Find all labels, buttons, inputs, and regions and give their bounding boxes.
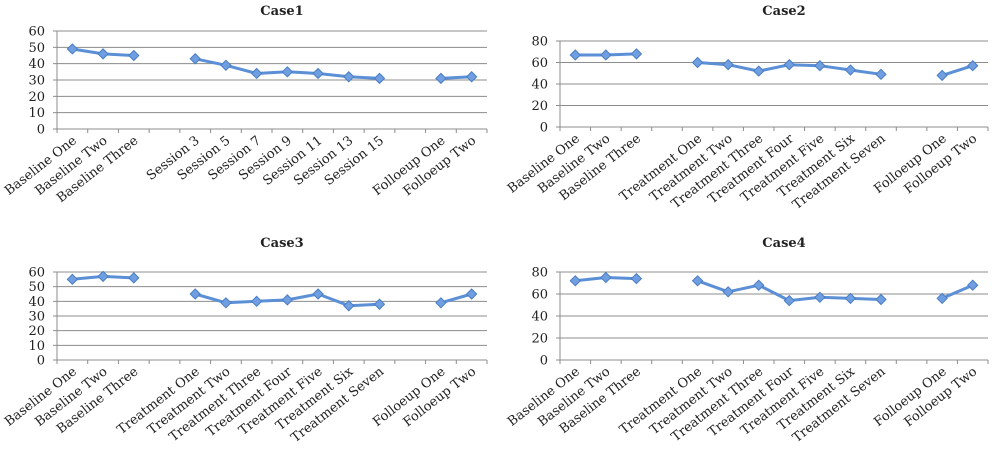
case3-ytick-60: 60 (28, 266, 45, 281)
case2-point-8 (814, 60, 826, 72)
case3-point-10 (373, 298, 386, 310)
case2-series-line-segment-2 (941, 64, 974, 77)
case4-point-5 (722, 286, 734, 298)
case2-point-9 (844, 64, 857, 76)
chart-case2: Case2 0 20 40 60 80 Baseline One Baseline Two Ba… (500, 0, 1000, 232)
case1-point-10 (373, 72, 386, 85)
case1-title: Case1 (260, 4, 303, 19)
chart-case3: Case3 0 10 20 30 40 50 60 Baseline One Baseline T… (0, 232, 500, 464)
case1-point-12 (435, 72, 447, 85)
case1-ytick-10: 10 (28, 106, 45, 121)
case4-title: Case4 (762, 236, 805, 251)
case1-ytick-0: 0 (37, 123, 45, 138)
case2-ytick-0: 0 (540, 121, 548, 136)
case4-ytick-20: 20 (531, 332, 548, 347)
case4-point-8 (814, 291, 826, 304)
case4-point-4 (691, 275, 704, 287)
case2-point-10 (875, 68, 887, 81)
case2-point-4 (691, 56, 704, 69)
case4-point-2 (630, 272, 643, 285)
case3-ytick-40: 40 (28, 295, 45, 310)
case2-point-1 (600, 49, 612, 61)
case4-ytick-0: 0 (540, 354, 548, 369)
chart-case1: Case1 0 10 20 30 40 50 60 Baseline One Baseline T… (0, 0, 500, 232)
case3-series-line-segment-2 (440, 292, 473, 305)
case3-point-4 (189, 288, 201, 300)
case1-point-6 (250, 67, 263, 80)
case4-series-line-segment-2 (941, 283, 974, 300)
case4-point-0 (569, 275, 581, 287)
case2-ytick-20: 20 (531, 99, 548, 114)
case3-ytick-50: 50 (28, 280, 45, 295)
case1-point-8 (312, 67, 324, 80)
case4-point-13 (967, 279, 979, 291)
case2-point-6 (753, 65, 765, 77)
case4-point-7 (783, 294, 795, 307)
case1-ytick-60: 60 (28, 25, 45, 40)
case3-ytick-0: 0 (37, 354, 45, 369)
case3-point-7 (281, 294, 294, 306)
case3-point-8 (312, 288, 324, 300)
chart-case4: Case4 0 20 40 60 80 Baseline One Baseline Two Ba… (500, 232, 1000, 464)
case3-point-0 (66, 273, 79, 286)
case2-point-12 (936, 69, 948, 82)
case3-point-9 (343, 300, 355, 312)
case3-ytick-10: 10 (28, 339, 45, 354)
case2-point-7 (783, 58, 795, 71)
case4-point-10 (875, 293, 887, 306)
case4-point-1 (600, 271, 612, 284)
case1-ytick-30: 30 (28, 74, 45, 89)
case1-point-2 (128, 49, 140, 62)
case2-point-0 (569, 49, 581, 61)
case3-point-13 (465, 288, 478, 300)
case2-point-13 (967, 60, 979, 72)
case2-ytick-60: 60 (531, 56, 548, 71)
case1-ytick-40: 40 (28, 57, 45, 72)
case3-point-1 (97, 270, 109, 283)
case3-point-6 (250, 295, 263, 308)
case4-point-12 (936, 292, 948, 305)
case1-point-4 (189, 53, 201, 65)
case3-title: Case3 (260, 236, 303, 251)
case4-ytick-80: 80 (531, 266, 548, 281)
case1-ytick-50: 50 (28, 41, 45, 56)
case1-point-0 (66, 43, 79, 55)
case4-ytick-40: 40 (531, 310, 548, 325)
case1-point-9 (343, 71, 355, 83)
case3-point-2 (128, 272, 140, 284)
case4-point-6 (753, 279, 765, 291)
case1-point-1 (97, 48, 109, 60)
case1-point-5 (220, 59, 232, 72)
case3-ytick-30: 30 (28, 310, 45, 325)
case4-point-9 (844, 292, 857, 305)
case1-point-7 (281, 66, 294, 78)
case1-ytick-20: 20 (28, 90, 45, 105)
case3-point-5 (220, 297, 232, 309)
case1-point-13 (465, 71, 478, 83)
case4-ytick-60: 60 (531, 288, 548, 303)
case2-ytick-80: 80 (531, 35, 548, 50)
case3-point-12 (435, 297, 447, 309)
case3-ytick-20: 20 (28, 324, 45, 339)
case2-point-2 (630, 48, 643, 60)
case2-point-5 (722, 58, 734, 71)
case2-ytick-40: 40 (531, 78, 548, 93)
case2-title: Case2 (762, 4, 805, 19)
